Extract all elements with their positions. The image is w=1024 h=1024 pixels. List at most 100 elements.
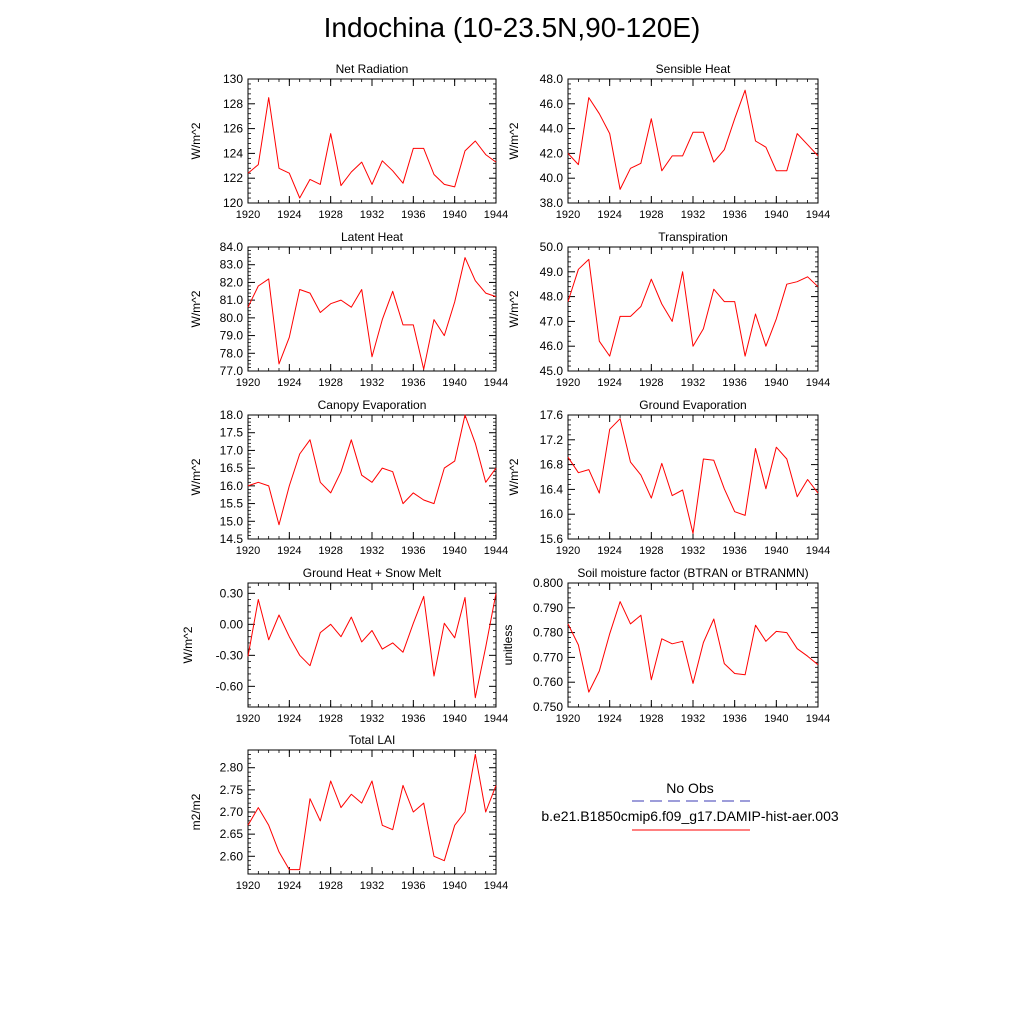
- plot-frame: [567, 414, 819, 540]
- y-axis-label: W/m^2: [507, 122, 521, 159]
- y-tick-label: 122: [223, 171, 243, 185]
- y-tick-label: 2.80: [220, 761, 244, 775]
- x-tick-label: 1928: [318, 209, 342, 221]
- series-line: [567, 89, 819, 190]
- x-tick-label: 1936: [722, 713, 746, 725]
- x-tick-label: 1944: [806, 545, 830, 557]
- plot-frame: [567, 78, 819, 204]
- x-tick-label: 1940: [442, 209, 466, 221]
- y-tick-label: 0.30: [220, 586, 244, 600]
- x-tick-label: 1920: [236, 880, 260, 892]
- y-tick-label: 2.60: [220, 849, 244, 863]
- panel-title: Ground Heat + Snow Melt: [303, 566, 442, 580]
- y-tick-label: 16.5: [220, 461, 244, 475]
- x-tick-label: 1932: [681, 209, 705, 221]
- x-tick-label: 1928: [318, 713, 342, 725]
- x-tick-label: 1928: [318, 880, 342, 892]
- y-tick-label: 83.0: [220, 258, 244, 272]
- y-tick-label: 15.5: [220, 497, 244, 511]
- x-tick-label: 1924: [597, 209, 621, 221]
- panel-title: Total LAI: [349, 733, 396, 747]
- y-tick-label: 0.780: [533, 626, 563, 640]
- x-tick-label: 1932: [681, 545, 705, 557]
- x-tick-label: 1936: [401, 713, 425, 725]
- y-axis-label: W/m^2: [181, 626, 195, 663]
- y-tick-label: -0.30: [216, 648, 244, 662]
- x-tick-label: 1936: [722, 377, 746, 389]
- legend: [632, 800, 750, 831]
- y-tick-label: 47.0: [540, 314, 564, 328]
- x-tick-label: 1920: [236, 209, 260, 221]
- x-tick-label: 1932: [360, 377, 384, 389]
- chart-panel-4: 1920 1924 1928 1932 1936 1940 1944 45.0 46.0 47.0…: [507, 230, 830, 389]
- x-tick-label: 1940: [764, 377, 788, 389]
- x-tick-label: 1920: [236, 713, 260, 725]
- y-tick-label: 0.800: [533, 576, 563, 590]
- x-tick-label: 1924: [277, 545, 301, 557]
- x-tick-label: 1936: [401, 545, 425, 557]
- x-tick-label: 1944: [484, 377, 508, 389]
- y-tick-label: 0.770: [533, 650, 563, 664]
- legend-obs-label: No Obs: [666, 780, 714, 796]
- y-axis-label: W/m^2: [189, 290, 203, 327]
- x-tick-label: 1940: [442, 545, 466, 557]
- y-tick-label: 124: [223, 146, 243, 160]
- chart-panel-5: 1920 1924 1928 1932 1936 1940 1944 14.5 15.0 15.5…: [189, 398, 508, 557]
- x-tick-label: 1920: [556, 209, 580, 221]
- y-tick-label: 2.75: [220, 783, 244, 797]
- y-tick-label: 14.5: [220, 532, 244, 546]
- chart-panel-8: 1920 1924 1928 1932 1936 1940 1944 0.750 0.760 0.…: [501, 566, 830, 725]
- x-tick-label: 1940: [764, 209, 788, 221]
- y-tick-label: 38.0: [540, 196, 564, 210]
- x-tick-label: 1924: [597, 545, 621, 557]
- y-tick-label: 130: [223, 72, 243, 86]
- x-tick-label: 1920: [556, 713, 580, 725]
- x-tick-label: 1920: [236, 377, 260, 389]
- series-line: [567, 601, 819, 693]
- x-tick-label: 1924: [277, 377, 301, 389]
- x-tick-label: 1932: [360, 880, 384, 892]
- plot-frame: [247, 246, 497, 372]
- panel-title: Latent Heat: [341, 230, 404, 244]
- x-tick-label: 1936: [401, 209, 425, 221]
- y-tick-label: 45.0: [540, 364, 564, 378]
- panel-title: Net Radiation: [336, 62, 409, 76]
- x-tick-label: 1924: [597, 713, 621, 725]
- x-tick-label: 1944: [806, 209, 830, 221]
- y-tick-label: 17.6: [540, 408, 564, 422]
- y-axis-label: W/m^2: [507, 458, 521, 495]
- chart-panel-6: 1920 1924 1928 1932 1936 1940 1944 15.6 16.0 16.4…: [507, 398, 830, 557]
- x-tick-label: 1940: [764, 713, 788, 725]
- x-tick-label: 1940: [442, 880, 466, 892]
- y-tick-label: 2.65: [220, 827, 244, 841]
- y-tick-label: 17.2: [540, 433, 564, 447]
- y-axis-label: unitless: [501, 625, 515, 666]
- x-tick-label: 1932: [681, 713, 705, 725]
- x-tick-label: 1940: [442, 713, 466, 725]
- y-tick-label: 16.8: [540, 458, 564, 472]
- x-tick-label: 1920: [556, 377, 580, 389]
- series-line: [247, 593, 497, 699]
- y-tick-label: 16.0: [540, 507, 564, 521]
- x-tick-label: 1932: [360, 545, 384, 557]
- y-tick-label: 17.0: [220, 443, 244, 457]
- y-tick-label: 84.0: [220, 240, 244, 254]
- y-tick-label: 48.0: [540, 72, 564, 86]
- x-tick-label: 1936: [401, 880, 425, 892]
- x-tick-label: 1944: [484, 209, 508, 221]
- x-tick-label: 1932: [681, 377, 705, 389]
- panel-title: Transpiration: [658, 230, 728, 244]
- x-tick-label: 1940: [764, 545, 788, 557]
- panel-title: Sensible Heat: [656, 62, 731, 76]
- series-line: [247, 257, 497, 370]
- x-tick-label: 1936: [722, 209, 746, 221]
- y-tick-label: 15.6: [540, 532, 564, 546]
- x-tick-label: 1920: [556, 545, 580, 557]
- chart-panel-3: 1920 1924 1928 1932 1936 1940 1944 77.0 78.0 79.0…: [189, 230, 508, 389]
- x-tick-label: 1944: [484, 713, 508, 725]
- plot-frame: [567, 246, 819, 372]
- legend-model-label: b.e21.B1850cmip6.f09_g17.DAMIP-hist-aer.…: [541, 808, 839, 824]
- page-title: Indochina (10-23.5N,90-120E): [323, 12, 701, 43]
- chart-panel-7: 1920 1924 1928 1932 1936 1940 1944 -0.60 -0.30 0.…: [181, 566, 508, 725]
